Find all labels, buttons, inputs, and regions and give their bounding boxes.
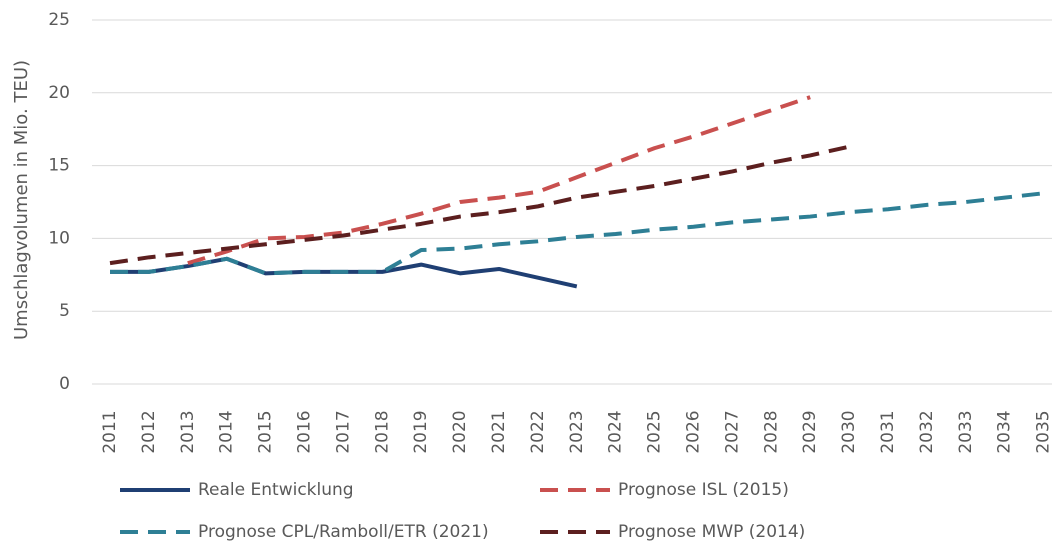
x-tick-label: 2015: [256, 410, 276, 453]
legend-label: Prognose MWP (2014): [618, 522, 805, 542]
x-tick-label: 2027: [722, 410, 742, 453]
series-line: [110, 191, 1044, 276]
y-axis-label: Umschlagvolumen in Mio. TEU): [11, 60, 32, 340]
y-tick-label: 5: [59, 301, 70, 321]
x-tick-label: 2014: [217, 410, 237, 453]
x-tick-label: 2029: [800, 410, 820, 453]
x-tick-label: 2025: [645, 410, 665, 453]
y-tick-label: 10: [48, 228, 70, 248]
x-tick-label: 2018: [372, 410, 392, 453]
series-line: [187, 95, 811, 266]
x-tick-label: 2031: [878, 410, 898, 453]
x-tick-label: 2028: [761, 410, 781, 453]
x-tick-label: 2013: [178, 410, 198, 453]
x-tick-label: 2035: [1034, 410, 1052, 453]
x-tick-label: 2024: [606, 410, 626, 453]
x-tick-label: 2033: [956, 410, 976, 453]
x-tick-label: 2026: [684, 410, 704, 453]
y-tick-label: 25: [48, 10, 70, 30]
x-tick-label: 2019: [411, 410, 431, 453]
x-tick-label: 2034: [995, 410, 1015, 453]
x-tick-label: 2021: [489, 410, 509, 453]
x-tick-label: 2020: [450, 410, 470, 453]
x-tick-label: 2030: [839, 410, 859, 453]
series-line: [109, 144, 850, 266]
x-tick-label: 2012: [139, 410, 159, 453]
legend-label: Prognose ISL (2015): [618, 480, 789, 500]
y-tick-label: 15: [48, 156, 70, 176]
x-tick-label: 2017: [333, 410, 353, 453]
x-tick-label: 2022: [528, 410, 548, 453]
legend-label: Prognose CPL/Ramboll/ETR (2021): [198, 522, 489, 542]
y-tick-label: 20: [48, 83, 70, 103]
legend-label: Reale Entwicklung: [198, 480, 354, 500]
y-tick-label: 0: [59, 374, 70, 394]
x-tick-label: 2016: [295, 410, 315, 453]
x-tick-label: 2011: [100, 410, 120, 453]
x-tick-label: 2032: [917, 410, 937, 453]
x-tick-label: 2023: [567, 410, 587, 453]
